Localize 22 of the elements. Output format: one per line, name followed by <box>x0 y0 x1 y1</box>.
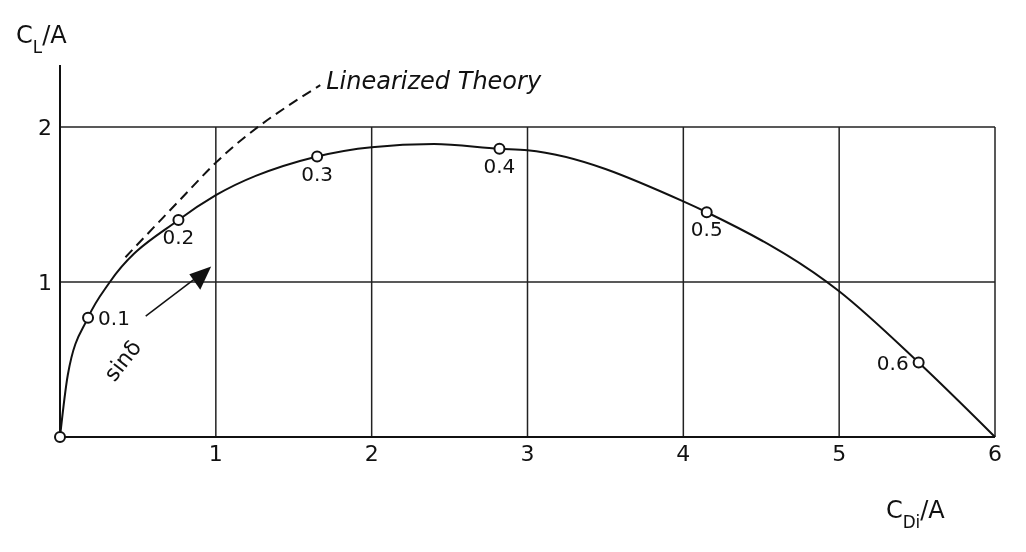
point <box>172 214 185 226</box>
point <box>912 356 925 369</box>
annotation: 0.1 <box>98 305 130 330</box>
x-tick-label: 4 <box>676 440 691 466</box>
annotation: 0.3 <box>301 161 334 186</box>
point <box>493 142 506 155</box>
point <box>54 431 66 443</box>
point <box>311 150 324 163</box>
series-label: Linearized Theory <box>326 67 542 96</box>
x-tick-label: 3 <box>520 440 535 466</box>
annotation: 0.4 <box>483 153 516 178</box>
x-axis-title: C$_{Di}$/A <box>885 496 946 532</box>
point <box>700 206 713 219</box>
x-tick-label: 6 <box>988 440 1002 466</box>
annotation: 0.5 <box>690 217 723 242</box>
x-tick-label: 2 <box>364 440 379 466</box>
point <box>82 311 95 324</box>
y-axis-title: C$_{L}$/A <box>16 21 68 57</box>
x-tick-label: 5 <box>832 440 847 466</box>
annotation: 0.2 <box>162 225 195 250</box>
annotation: 0.6 <box>876 350 909 375</box>
x-tick-label: 1 <box>208 440 223 466</box>
